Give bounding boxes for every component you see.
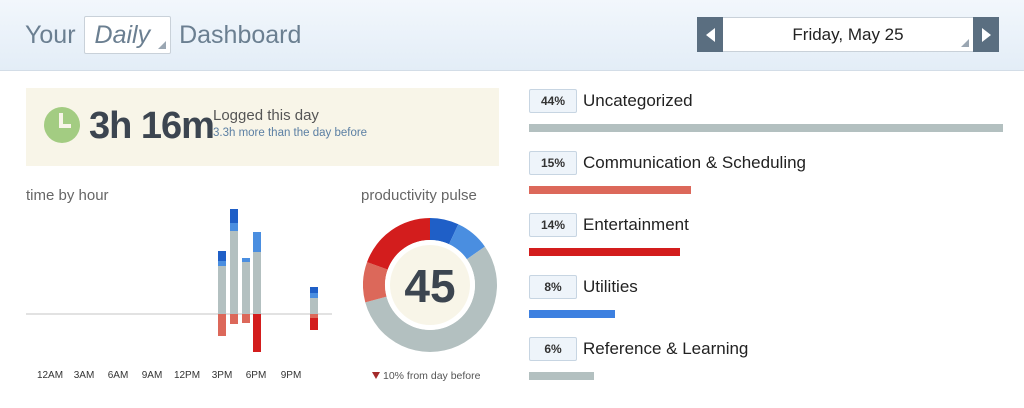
time-by-hour-chart: [26, 209, 332, 352]
hour-tick-label: 12PM: [173, 370, 201, 381]
hour-axis-labels: 12AM 3AM 6AM 9AM 12PM 3PM 6PM 9PM: [26, 370, 332, 384]
hour-bar-segment[interactable]: [310, 314, 318, 318]
logged-time-summary: 3h 16m Logged this day 3.3h more than th…: [26, 88, 499, 166]
category-percent: 8%: [529, 275, 577, 299]
title-suffix: Dashboard: [179, 21, 302, 49]
logged-time-comparison: 3.3h more than the day before: [213, 127, 368, 139]
category-bar: [529, 372, 594, 380]
hour-bar-segment[interactable]: [253, 252, 261, 314]
category-name[interactable]: Reference & Learning: [583, 339, 749, 358]
chevron-left-icon: [705, 27, 715, 42]
category-bar-track: [529, 248, 1003, 256]
category-bar: [529, 248, 680, 256]
hour-bar-segment[interactable]: [230, 314, 238, 324]
hour-bar-segment[interactable]: [218, 261, 226, 266]
category-percent: 6%: [529, 337, 577, 361]
productivity-pulse-donut: 45: [363, 218, 497, 352]
category-bar: [529, 124, 1003, 132]
category-row[interactable]: 6% Reference & Learning: [529, 337, 1003, 387]
hour-bar-segment[interactable]: [310, 287, 318, 293]
chevron-right-icon: [981, 27, 991, 42]
category-name[interactable]: Communication & Scheduling: [583, 153, 807, 172]
hour-bar-segment[interactable]: [310, 318, 318, 330]
donut-segment: [365, 246, 497, 352]
category-bar: [529, 310, 615, 318]
category-percent: 14%: [529, 213, 577, 237]
hour-tick-label: 6AM: [107, 370, 129, 381]
hour-bar-segment[interactable]: [230, 209, 238, 223]
category-name[interactable]: Entertainment: [583, 215, 689, 234]
hour-bar-segment[interactable]: [230, 223, 238, 231]
productivity-pulse-label: productivity pulse: [361, 187, 477, 204]
donut-segment: [449, 224, 485, 260]
date-select[interactable]: Friday, May 25: [723, 17, 973, 52]
pulse-change: 10% from day before: [372, 370, 480, 382]
hour-bar-segment[interactable]: [218, 314, 226, 336]
category-bar: [529, 186, 691, 194]
date-select-value: Friday, May 25: [792, 25, 904, 44]
donut-segment: [363, 262, 388, 303]
hour-tick-label: 3PM: [211, 370, 233, 381]
header-bar: Your Daily Dashboard Friday, May 25: [0, 0, 1024, 71]
hour-bars: [218, 209, 318, 352]
hour-bar-segment[interactable]: [253, 314, 261, 352]
period-select-value: Daily: [94, 21, 151, 49]
category-percent: 44%: [529, 89, 577, 113]
hour-bar-segment[interactable]: [242, 258, 250, 262]
hour-tick-label: 6PM: [245, 370, 267, 381]
hour-bar-segment[interactable]: [242, 314, 250, 323]
previous-day-button[interactable]: [697, 17, 723, 52]
category-name[interactable]: Uncategorized: [583, 91, 693, 110]
hour-bar-segment[interactable]: [230, 231, 238, 314]
time-by-hour-label: time by hour: [26, 187, 109, 204]
category-bar-track: [529, 186, 1003, 194]
hour-bar-segment[interactable]: [242, 262, 250, 314]
category-bar-track: [529, 124, 1003, 132]
arrow-down-icon: [372, 372, 380, 379]
category-row[interactable]: 14% Entertainment: [529, 213, 1003, 263]
category-row[interactable]: 8% Utilities: [529, 275, 1003, 325]
clock-icon: [44, 107, 80, 143]
dropdown-triangle-icon: [961, 39, 969, 47]
hour-tick-label: 12AM: [36, 370, 64, 381]
donut-segment: [367, 218, 430, 270]
dropdown-triangle-icon: [158, 41, 167, 49]
category-percent: 15%: [529, 151, 577, 175]
category-row[interactable]: 44% Uncategorized: [529, 89, 1003, 139]
category-bar-track: [529, 372, 1003, 380]
category-bar-track: [529, 310, 1003, 318]
donut-segment: [430, 218, 459, 245]
hour-bar-segment[interactable]: [310, 298, 318, 314]
category-name[interactable]: Utilities: [583, 277, 638, 296]
hour-tick-label: 3AM: [73, 370, 95, 381]
hour-tick-label: 9AM: [141, 370, 163, 381]
hour-bar-segment[interactable]: [218, 251, 226, 261]
title-prefix: Your: [25, 21, 76, 49]
hour-bar-segment[interactable]: [218, 266, 226, 314]
category-row[interactable]: 15% Communication & Scheduling: [529, 151, 1003, 201]
period-select[interactable]: Daily: [83, 16, 172, 54]
next-day-button[interactable]: [973, 17, 999, 52]
hour-tick-label: 9PM: [280, 370, 302, 381]
pulse-score-background: [390, 245, 470, 325]
pulse-score: 45: [404, 260, 455, 312]
pulse-change-text: 10% from day before: [383, 370, 481, 382]
date-navigator: Friday, May 25: [697, 17, 999, 52]
logged-time-label: Logged this day: [213, 107, 319, 124]
page-title: Your Daily Dashboard: [25, 16, 301, 54]
hour-bar-segment[interactable]: [253, 232, 261, 252]
logged-time-value: 3h 16m: [89, 105, 215, 147]
hour-bar-segment[interactable]: [310, 293, 318, 298]
donut-segments: [363, 218, 497, 352]
